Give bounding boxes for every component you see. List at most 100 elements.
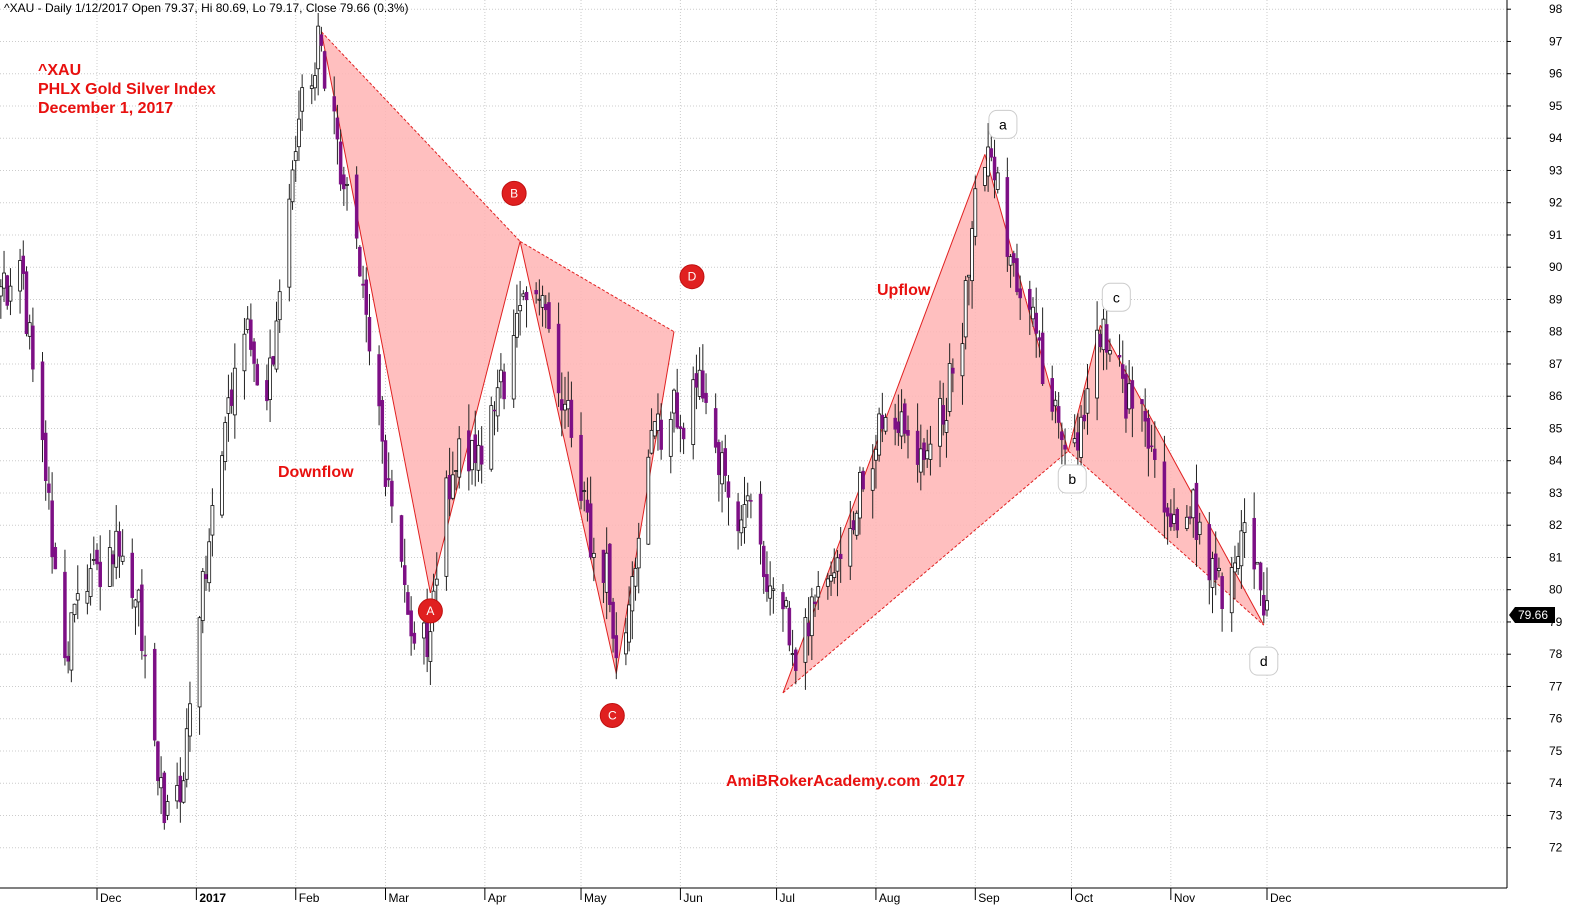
point-marker-A [417,598,443,624]
candle-body [21,255,26,274]
candle-body [761,545,766,578]
candle-body [200,571,205,621]
candle-body [91,558,96,561]
candle-body [450,474,455,499]
x-tick-label: Mar [388,891,409,905]
candle-body [277,291,282,321]
upflow-label: Upflow [877,282,931,299]
candle-body [870,468,875,491]
candle-body [156,741,160,782]
candle-body [563,403,567,411]
candle-body [53,547,58,570]
candle-body [495,387,500,417]
candle-body [659,419,663,450]
candle-body [290,169,295,203]
candle-body [848,527,853,567]
candle-body [1101,318,1106,351]
candle-body [476,444,481,471]
candle-body [63,571,67,659]
downflow-triangle-1 [321,31,521,593]
y-tick-label: 88 [1549,325,1563,339]
candle-body [1037,337,1042,341]
candle-body [1018,288,1022,299]
candle-body [749,500,753,502]
candle-body [383,440,388,487]
x-tick-label: Aug [879,891,900,905]
y-tick-label: 94 [1549,131,1563,145]
candle-body [242,333,247,372]
candle-body [726,481,731,498]
candle-body [540,295,545,308]
y-tick-label: 96 [1549,67,1563,81]
candle-body [380,400,385,442]
candle-body [332,96,336,112]
candle-body [43,432,48,482]
candle-body [133,599,138,608]
candle-body [1130,380,1135,409]
y-tick-label: 81 [1549,550,1563,564]
y-tick-label: 93 [1549,163,1563,177]
x-tick-label: Nov [1174,891,1195,905]
candle-body [854,512,859,536]
y-tick-label: 92 [1549,196,1563,210]
candle-body [184,728,189,780]
x-tick-label: Dec [1270,891,1291,905]
candle-body [608,543,612,605]
candle-body [88,568,93,597]
candle-body [18,260,22,292]
candle-body [367,317,372,352]
candle-body [1076,432,1080,451]
candle-body [1085,388,1090,414]
candle-body [386,478,391,481]
y-tick-label: 97 [1549,34,1563,48]
candle-body [0,286,3,297]
candle-body [701,370,705,399]
candle-body [922,442,926,460]
chart-date: December 1, 2017 [38,100,174,117]
chart-header: ^XAU - Daily 1/12/2017 Open 79.37, Hi 80… [4,1,409,15]
candle-body [806,622,811,637]
candle-body [668,419,673,457]
candle-body [1233,562,1237,573]
candle-body [473,434,477,464]
candle-body [293,151,298,162]
candle-body [66,655,70,662]
candle-body [771,588,776,591]
candle-body [781,592,785,610]
candle-body [1117,355,1122,358]
candle-body [297,118,301,148]
candle-body [537,298,542,301]
candle-body [986,146,991,177]
candle-body [8,285,13,302]
candle-body [960,343,965,377]
point-label-d: d [1260,653,1268,669]
x-tick-label: Oct [1074,891,1093,905]
x-tick-label: Jul [780,891,795,905]
candle-body [809,596,814,637]
point-label-A: A [426,604,434,618]
candle-body [983,167,987,186]
candle-body [1194,482,1199,540]
candle-body [1121,364,1125,379]
candle-body [672,389,676,414]
y-tick-label: 95 [1549,99,1563,113]
candle-body [1191,489,1196,519]
candle-body [838,553,843,559]
candle-body [765,574,769,592]
candle-body [412,632,417,644]
candle-body [813,601,817,605]
candle-body [197,617,202,708]
candle-body [649,429,654,454]
candle-body [342,174,346,190]
candle-body [364,279,369,315]
candle-body [152,648,157,741]
candle-body [832,572,837,578]
candle-body [896,421,901,433]
candle-body [713,408,718,448]
candle-body [120,555,125,562]
y-tick-label: 77 [1549,679,1563,693]
x-tick-label: Dec [100,891,121,905]
candle-body [232,367,237,416]
candle-body [316,25,321,70]
